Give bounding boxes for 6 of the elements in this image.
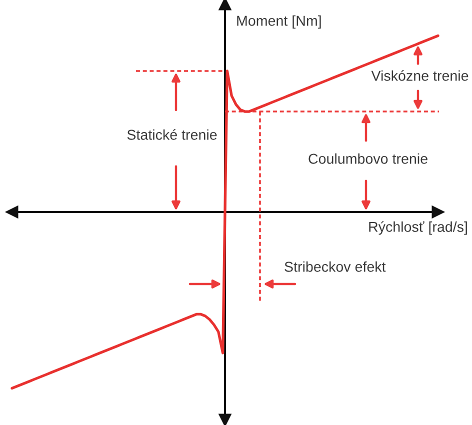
annotation: Viskózne trenie <box>371 70 468 81</box>
x-axis-title: Rýchlosť [rad/s] <box>369 221 467 235</box>
annotation: Statické trenie <box>127 129 217 140</box>
annotation: Coulumbovo trenie <box>308 153 428 164</box>
y-axis-title: Moment [Nm] <box>237 15 321 29</box>
annotation: Stribeckov efekt <box>284 261 386 272</box>
